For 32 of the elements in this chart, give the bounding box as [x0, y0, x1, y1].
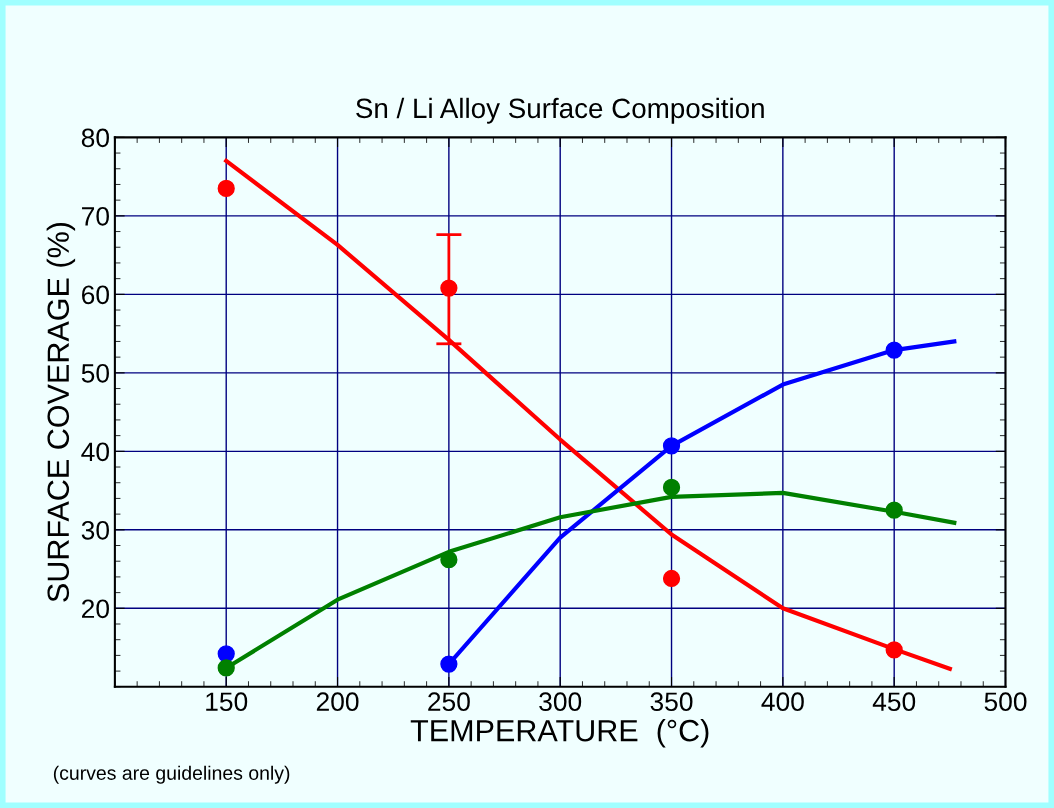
y-tick-label: 20 — [82, 599, 109, 619]
text: (curves are guidelines only) — [53, 765, 290, 784]
x-tick-label: 250 — [428, 692, 470, 712]
x-tick-label: 200 — [316, 692, 359, 712]
point — [217, 659, 235, 677]
y-tick-label: 50 — [81, 363, 109, 383]
point — [217, 645, 235, 663]
point — [662, 569, 681, 588]
y-tick-label: 80 — [81, 128, 109, 148]
x-tick-label: 150 — [206, 692, 248, 712]
point — [885, 641, 903, 659]
x-tick-label: 300 — [539, 692, 582, 712]
point — [440, 551, 458, 569]
x-tick-label: 350 — [650, 692, 693, 712]
x-tick-label: 450 — [872, 692, 916, 712]
point — [885, 501, 903, 519]
point — [217, 179, 235, 197]
point — [440, 655, 458, 673]
x-axis-title: TEMPERATURE (°C) — [410, 719, 709, 748]
y-axis-title: SURFACE COVERAGE (%) — [46, 222, 76, 602]
point — [440, 279, 458, 297]
y-tick-label: 30 — [81, 520, 109, 540]
y-tick-label: 70 — [82, 206, 109, 226]
chart-title: Sn / Li Alloy Surface Composition — [356, 97, 764, 124]
y-tick-label: 40 — [81, 442, 109, 462]
y-tick-label: 60 — [82, 285, 109, 305]
point — [662, 437, 681, 455]
point — [662, 478, 681, 497]
point — [885, 341, 903, 359]
x-tick-label: 400 — [761, 692, 804, 712]
line-series — [224, 158, 952, 671]
x-tick-label: 500 — [984, 692, 1027, 712]
